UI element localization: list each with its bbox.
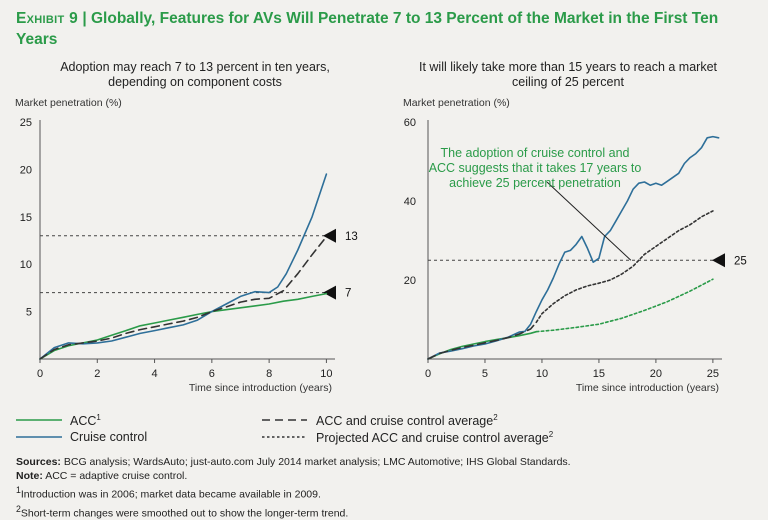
- legend-average: ACC and cruise control average2: [316, 413, 498, 428]
- right-y-tick-label: 60: [404, 117, 416, 129]
- right-x-tick-label: 10: [536, 368, 548, 380]
- left-chart: Market penetration (%) Time since introd…: [15, 97, 358, 394]
- footnote-2: 2Short-term changes were smoothed out to…: [16, 502, 571, 520]
- left-x-tick-label: 6: [209, 368, 215, 380]
- left-x-tick-label: 0: [37, 368, 43, 380]
- right-x-tick-label: 15: [593, 368, 605, 380]
- right-reference-marker: [712, 253, 725, 267]
- right-chart-callout: The adoption of cruise control and ACC s…: [426, 146, 644, 191]
- legend-acc: ACC1: [70, 413, 101, 428]
- footnotes: Sources: BCG analysis; WardsAuto; just-a…: [16, 455, 571, 520]
- legend-average-label: ACC and cruise control average: [316, 414, 493, 428]
- left-y-axis-label: Market penetration (%): [15, 97, 122, 109]
- right-x-tick-label: 0: [425, 368, 431, 380]
- left-x-tick-label: 4: [152, 368, 158, 380]
- left-x-tick-label: 2: [94, 368, 100, 380]
- sources-text: BCG analysis; WardsAuto; just-auto.com J…: [64, 456, 571, 468]
- left-y-tick-label: 5: [26, 307, 32, 319]
- legend-projected: Projected ACC and cruise control average…: [316, 430, 553, 445]
- right-y-tick-label: 20: [404, 275, 416, 287]
- right-series-average: [428, 322, 536, 359]
- left-x-axis-label: Time since introduction (years): [189, 382, 332, 394]
- left-x-tick-label: 10: [320, 368, 332, 380]
- left-y-tick-label: 20: [20, 164, 32, 176]
- note-line: Note: ACC = adaptive cruise control.: [16, 469, 571, 483]
- sources-line: Sources: BCG analysis; WardsAuto; just-a…: [16, 455, 571, 469]
- legend-average-footnote-mark: 2: [493, 413, 497, 422]
- left-reference-marker: [323, 286, 336, 300]
- footnote-1: 1Introduction was in 2006; market data b…: [16, 483, 571, 502]
- right-x-axis-label: Time since introduction (years): [576, 382, 719, 394]
- legend-acc-footnote-mark: 1: [96, 413, 100, 422]
- footnote-2-text: Short-term changes were smoothed out to …: [21, 507, 348, 519]
- legend-acc-label: ACC: [70, 414, 96, 428]
- left-reference-marker: [323, 229, 336, 243]
- left-reference-label: 7: [345, 288, 351, 300]
- left-series-average: [40, 237, 326, 359]
- legend-projected-footnote-mark: 2: [549, 430, 553, 439]
- right-series-projected: [536, 211, 713, 322]
- footnote-1-text: Introduction was in 2006; market data be…: [21, 489, 321, 501]
- left-x-tick-label: 8: [266, 368, 272, 380]
- legend-cruise: Cruise control: [70, 430, 147, 444]
- right-x-tick-label: 25: [707, 368, 719, 380]
- left-reference-label: 13: [345, 231, 358, 243]
- right-callout-pointer: [547, 182, 631, 260]
- right-series-acc-projected: [536, 279, 713, 332]
- right-y-tick-label: 40: [404, 196, 416, 208]
- right-y-axis-label: Market penetration (%): [403, 97, 510, 109]
- right-chart: Market penetration (%) Time since introd…: [403, 97, 747, 394]
- legend-projected-label: Projected ACC and cruise control average: [316, 431, 549, 445]
- left-series-cruise: [40, 174, 326, 359]
- note-label: Note:: [16, 470, 43, 482]
- note-text: ACC = adaptive cruise control.: [45, 470, 187, 482]
- right-x-tick-label: 5: [482, 368, 488, 380]
- left-y-tick-label: 10: [20, 259, 32, 271]
- right-series-acc: [428, 332, 536, 359]
- right-x-tick-label: 20: [650, 368, 662, 380]
- right-reference-label: 25: [734, 255, 747, 267]
- sources-label: Sources:: [16, 456, 61, 468]
- left-y-tick-label: 25: [20, 117, 32, 129]
- left-series-acc: [40, 294, 326, 359]
- left-y-tick-label: 15: [20, 212, 32, 224]
